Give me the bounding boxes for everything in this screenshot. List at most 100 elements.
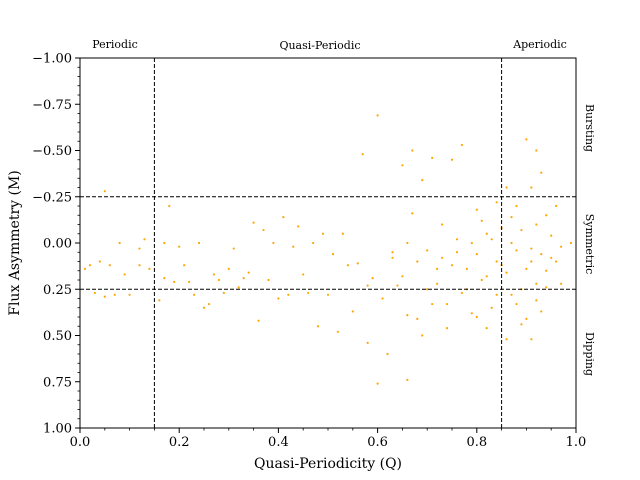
scatter-point <box>113 293 116 296</box>
scatter-point <box>103 190 106 193</box>
scatter-point <box>366 341 369 344</box>
scatter-point <box>267 278 270 282</box>
y-tick-label: 0.00 <box>43 237 72 252</box>
scatter-point <box>505 186 508 189</box>
region-label-dipping: Dipping <box>583 332 596 376</box>
data-points <box>83 114 573 385</box>
y-tick-label: 0.50 <box>43 329 72 344</box>
scatter-point <box>138 247 141 250</box>
scatter-point <box>252 221 255 224</box>
scatter-point <box>406 378 409 381</box>
scatter-point <box>262 228 265 232</box>
scatter-point <box>475 253 478 256</box>
scatter-point <box>361 153 364 156</box>
scatter-point <box>505 271 508 274</box>
scatter-point <box>163 241 166 245</box>
scatter-point <box>143 238 146 241</box>
scatter-point <box>257 319 260 322</box>
scatter-point <box>307 291 310 295</box>
scatter-point <box>436 267 439 270</box>
scatter-point <box>555 260 558 263</box>
scatter-point <box>470 241 473 245</box>
scatter-point <box>376 114 379 117</box>
scatter-point <box>525 317 528 320</box>
scatter-point <box>480 219 483 222</box>
x-tick-label: 0.4 <box>268 435 289 450</box>
scatter-point <box>103 295 106 298</box>
scatter-point <box>535 299 538 302</box>
scatter-point <box>282 216 285 219</box>
scatter-point <box>569 241 573 245</box>
scatter-point <box>247 271 250 274</box>
scatter-point <box>555 204 558 208</box>
scatter-point <box>396 284 399 287</box>
scatter-point <box>227 267 230 270</box>
scatter-point <box>455 238 459 241</box>
scatter-point <box>445 302 449 306</box>
scatter-point <box>217 278 220 282</box>
scatter-point <box>331 253 335 256</box>
scatter-point <box>302 273 305 276</box>
scatter-point <box>406 241 409 245</box>
scatter-point <box>411 212 414 215</box>
scatter-point <box>515 302 518 306</box>
scatter-point <box>530 186 533 189</box>
scatter-point <box>272 241 275 245</box>
scatter-point <box>431 156 434 159</box>
scatter-point <box>316 325 320 328</box>
scatter-point <box>321 232 325 235</box>
scatter-point <box>391 251 394 254</box>
scatter-point <box>421 179 424 182</box>
scatter-point <box>391 256 394 259</box>
scatter-point <box>440 256 444 259</box>
scatter-point <box>450 158 454 161</box>
scatter-point <box>495 260 498 263</box>
y-axis-label: Flux Asymmetry (M) <box>7 170 23 316</box>
scatter-point <box>426 288 429 291</box>
scatter-point <box>366 284 369 287</box>
x-tick-label: 0.2 <box>169 435 190 450</box>
scatter-point <box>212 273 216 276</box>
scatter-point <box>525 267 528 270</box>
scatter-point <box>530 247 533 250</box>
scatter-point <box>545 214 548 217</box>
scatter-point <box>560 282 563 285</box>
scatter-point <box>535 282 538 285</box>
scatter-point <box>178 245 181 248</box>
x-tick-label: 0.0 <box>70 435 91 450</box>
scatter-point <box>381 297 384 300</box>
y-tick-label: 1.00 <box>43 422 72 437</box>
region-label-periodic: Periodic <box>92 38 138 51</box>
scatter-point <box>197 241 201 245</box>
scatter-point <box>530 338 533 341</box>
scatter-point <box>341 232 344 235</box>
scatter-point <box>436 282 439 285</box>
scatter-point <box>485 327 488 330</box>
threshold-lines <box>80 58 576 428</box>
scatter-point <box>540 310 543 313</box>
scatter-point <box>421 334 424 337</box>
y-tick-label: −0.25 <box>32 190 72 205</box>
scatter-point <box>540 253 543 256</box>
y-tick-label: −0.75 <box>32 98 72 113</box>
x-axis-ticks: 0.0 0.2 0.4 0.6 0.8 1.0 <box>70 428 586 450</box>
scatter-point <box>376 382 379 385</box>
scatter-point <box>222 291 225 295</box>
y-tick-label: 0.25 <box>43 283 72 298</box>
x-tick-label: 0.8 <box>466 435 487 450</box>
scatter-point <box>207 302 211 306</box>
scatter-point <box>485 232 488 235</box>
scatter-point <box>386 352 389 356</box>
scatter-point <box>148 267 151 270</box>
region-label-aperiodic: Aperiodic <box>512 38 567 51</box>
scatter-point <box>460 291 464 295</box>
scatter-point <box>545 286 548 289</box>
scatter-point <box>510 293 513 296</box>
scatter-point <box>168 204 171 208</box>
scatter-point <box>550 256 553 259</box>
scatter-point <box>550 234 553 237</box>
scatter-point <box>237 286 240 289</box>
scatter-point <box>515 249 518 252</box>
y-tick-label: −1.00 <box>32 52 72 67</box>
